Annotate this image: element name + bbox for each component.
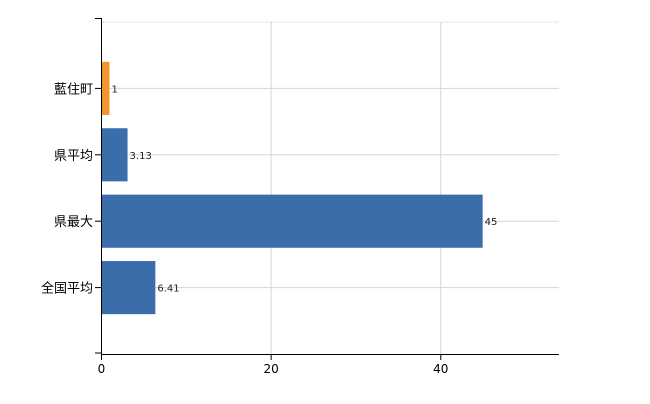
category-label: 全国平均 [41, 281, 93, 297]
bar [101, 61, 110, 115]
x-tick-label: 40 [433, 362, 448, 376]
label-layer: 1 藍住町 3.13 県平均 45 県最大 6.41 全国平均 0 20 40 [41, 82, 497, 376]
x-tick-label: 0 [98, 362, 106, 376]
data-label: 1 [111, 84, 117, 95]
category-label: 県平均 [54, 149, 93, 164]
bar-layer [101, 61, 483, 315]
category-label: 藍住町 [54, 82, 93, 97]
data-label: 45 [485, 217, 498, 228]
bar [101, 261, 156, 315]
grid-layer [101, 21, 559, 354]
bar [101, 194, 483, 248]
data-label: 3.13 [130, 151, 152, 162]
category-label: 県最大 [54, 215, 93, 230]
axis-layer [95, 18, 559, 360]
x-tick-label: 20 [263, 362, 278, 376]
bar [101, 128, 128, 182]
data-label: 6.41 [157, 284, 179, 295]
